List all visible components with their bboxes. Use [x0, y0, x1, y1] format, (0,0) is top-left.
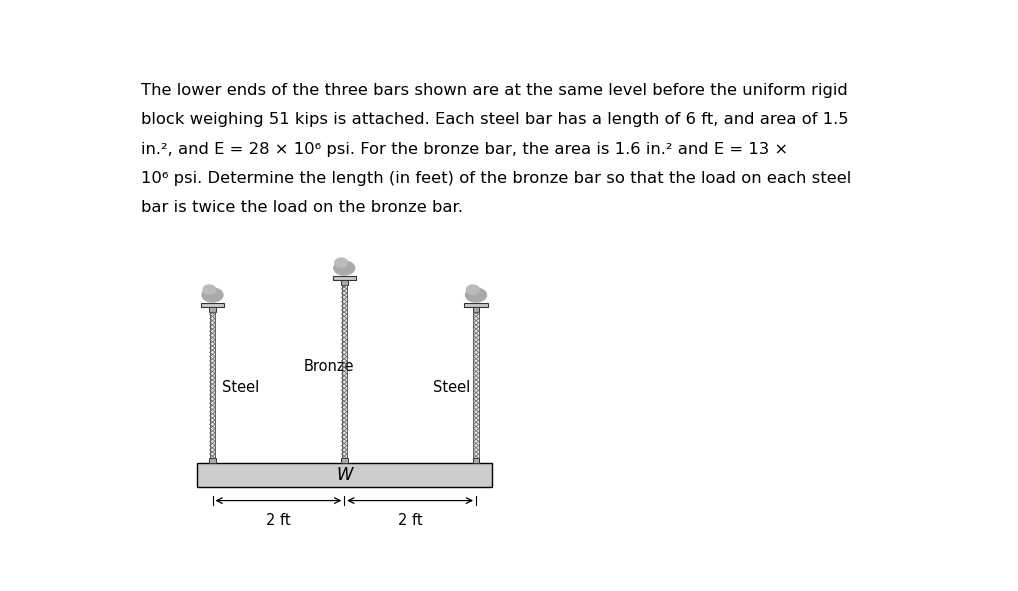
Bar — [464, 303, 488, 307]
Text: The lower ends of the three bars shown are at the same level before the uniform : The lower ends of the three bars shown a… — [142, 83, 848, 98]
Bar — [472, 458, 479, 463]
Bar — [209, 307, 216, 312]
Bar — [333, 276, 356, 280]
Text: block weighing 51 kips is attached. Each steel bar has a length of 6 ft, and are: block weighing 51 kips is attached. Each… — [142, 112, 849, 128]
Bar — [472, 307, 479, 312]
Bar — [473, 312, 478, 458]
Ellipse shape — [334, 261, 354, 275]
Bar — [341, 280, 348, 285]
Bar — [209, 458, 216, 463]
Text: Steel: Steel — [222, 380, 259, 395]
Text: 2 ft: 2 ft — [266, 513, 291, 528]
Bar — [210, 312, 215, 458]
Text: Steel: Steel — [434, 380, 470, 395]
Ellipse shape — [465, 288, 487, 302]
Text: Bronze: Bronze — [304, 359, 354, 374]
Text: in.², and E = 28 × 10⁶ psi. For the bronze bar, the area is 1.6 in.² and E = 13 : in.², and E = 28 × 10⁶ psi. For the bron… — [142, 142, 788, 157]
Bar — [201, 303, 224, 307]
Ellipse shape — [335, 258, 347, 267]
Text: bar is twice the load on the bronze bar.: bar is twice the load on the bronze bar. — [142, 200, 463, 215]
Ellipse shape — [202, 288, 223, 302]
Text: W: W — [336, 466, 352, 484]
Bar — [341, 458, 348, 463]
Text: 2 ft: 2 ft — [398, 513, 422, 528]
Ellipse shape — [466, 285, 479, 294]
Bar — [342, 285, 347, 458]
Bar — [197, 463, 492, 487]
Ellipse shape — [203, 285, 216, 294]
Text: 10⁶ psi. Determine the length (in feet) of the bronze bar so that the load on ea: 10⁶ psi. Determine the length (in feet) … — [142, 171, 851, 186]
